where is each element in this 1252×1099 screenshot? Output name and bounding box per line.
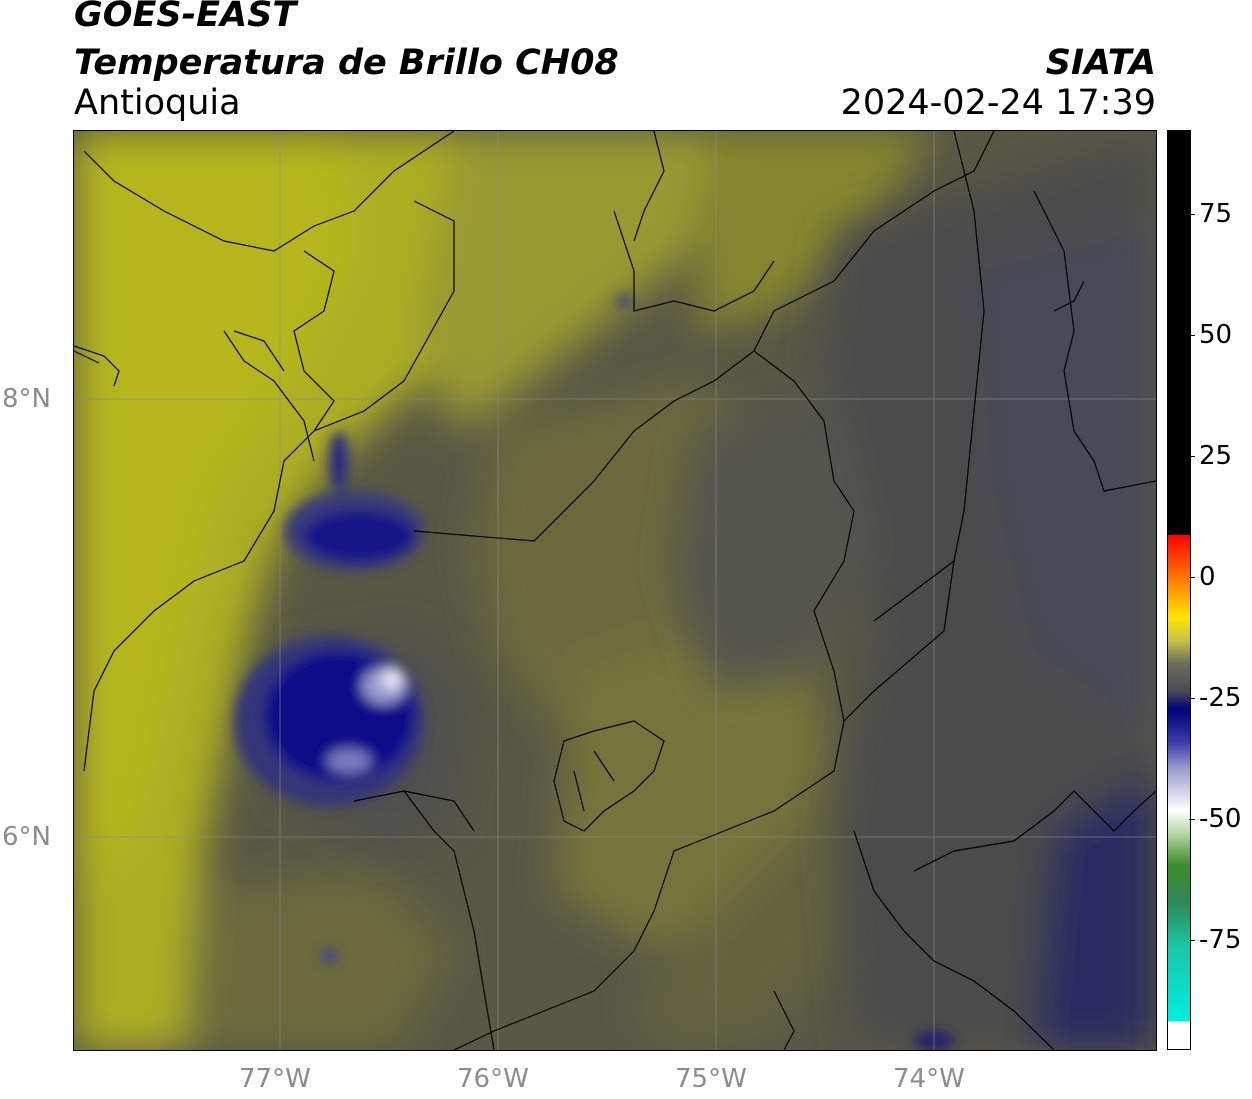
colorbar-tick	[1189, 940, 1195, 941]
colorbar-tick	[1189, 456, 1195, 457]
colorbar-label: -50	[1199, 804, 1242, 834]
colorbar-tick	[1189, 335, 1195, 336]
lon-label-76w: 76°W	[457, 1064, 529, 1094]
title-region: Antioquia	[74, 83, 241, 123]
lon-label-77w: 77°W	[239, 1064, 311, 1094]
colorbar-label: 0	[1199, 562, 1216, 592]
timestamp: 2024-02-24 17:39	[840, 83, 1156, 123]
colorbar-tick	[1189, 214, 1195, 215]
title-product: Temperatura de Brillo CH08	[74, 43, 619, 83]
organization-label: SIATA	[1045, 43, 1156, 83]
map-canvas	[74, 131, 1156, 1050]
colorbar-tick	[1189, 577, 1195, 578]
graticule	[74, 131, 1156, 1050]
colorbar-label: 25	[1199, 441, 1233, 471]
lat-label-8n: 8°N	[2, 384, 51, 414]
field-warm-region	[74, 131, 934, 1050]
colorbar-label: 75	[1199, 199, 1233, 229]
colorbar	[1167, 130, 1191, 1050]
lat-label-6n: 6°N	[2, 822, 51, 852]
colorbar-tick	[1189, 698, 1195, 699]
satellite-map	[73, 130, 1157, 1051]
lon-label-75w: 75°W	[675, 1064, 747, 1094]
boundaries	[74, 131, 1156, 1050]
colorbar-label: 50	[1199, 320, 1233, 350]
colorbar-label: -25	[1199, 683, 1242, 713]
title-satellite: GOES-EAST	[74, 0, 297, 35]
lon-label-74w: 74°W	[893, 1064, 965, 1094]
colorbar-label: -75	[1199, 925, 1242, 955]
field-cold-clouds	[234, 295, 954, 1050]
colorbar-tick	[1189, 819, 1195, 820]
